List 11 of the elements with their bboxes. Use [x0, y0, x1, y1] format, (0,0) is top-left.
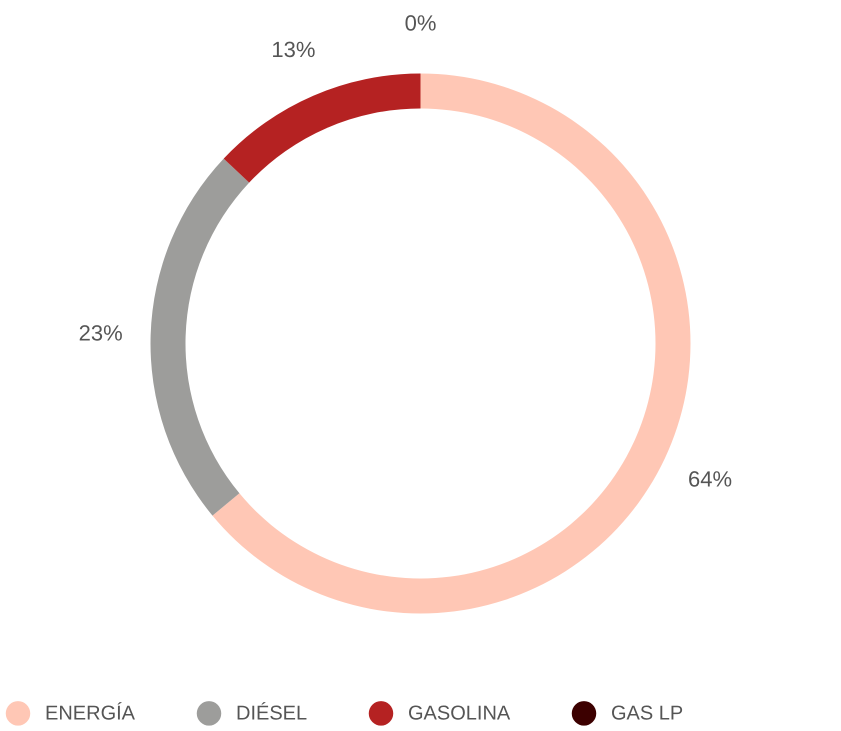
- text: 0%: [404, 10, 436, 36]
- data-label: 13%: [271, 36, 316, 62]
- legend-label: DIÉSEL: [236, 701, 308, 724]
- legend-label: GASOLINA: [408, 702, 511, 724]
- legend-label: ENERGÍA: [45, 701, 136, 724]
- data-label: 64%: [688, 466, 732, 492]
- donut-slice: [224, 74, 420, 183]
- donut-slice: [212, 74, 690, 614]
- data-label: 23%: [78, 320, 123, 346]
- donut-slice: [150, 158, 250, 516]
- legend-label: GAS LP: [611, 702, 684, 724]
